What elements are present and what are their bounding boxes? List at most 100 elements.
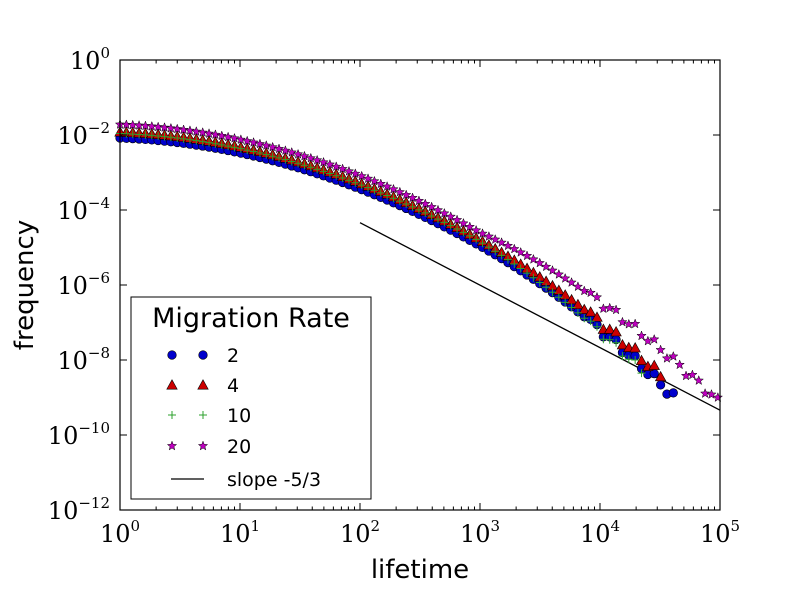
data-point-20 <box>636 330 647 341</box>
legend-label: 4 <box>227 375 239 397</box>
data-point-20 <box>191 126 202 137</box>
data-point-20 <box>407 192 418 203</box>
data-point-10 <box>624 355 633 364</box>
data-point-20 <box>559 272 571 283</box>
x-tick-label: 105 <box>700 517 740 548</box>
data-point-10 <box>567 303 576 312</box>
data-point-20 <box>127 119 138 130</box>
data-point-20 <box>375 178 387 189</box>
data-point-10 <box>147 131 156 140</box>
data-point-2 <box>655 380 666 390</box>
data-point-10 <box>198 137 207 146</box>
data-point-10 <box>357 181 366 190</box>
data-point-20 <box>534 257 546 268</box>
data-point-20 <box>648 333 660 344</box>
legend-marker-2 <box>167 350 177 360</box>
data-point-20 <box>184 125 196 136</box>
data-point-20 <box>159 122 170 133</box>
data-point-20 <box>661 352 673 363</box>
data-point-10 <box>160 132 169 141</box>
data-point-20 <box>140 120 151 131</box>
data-point-20 <box>165 122 177 133</box>
legend-label: 2 <box>227 345 239 367</box>
data-point-10 <box>268 152 277 161</box>
y-tick-label: 100 <box>70 44 110 75</box>
data-point-10 <box>389 194 398 203</box>
data-point-20 <box>477 228 488 239</box>
data-point-20 <box>642 335 654 346</box>
data-point-10 <box>255 149 264 158</box>
data-point-20 <box>203 128 215 139</box>
data-point-20 <box>426 201 437 212</box>
data-point-10 <box>300 161 309 170</box>
legend-entries: 2 4 10 20 slope -5/3 <box>166 345 321 491</box>
plot-marks <box>114 118 724 411</box>
y-tick-label: 10−6 <box>57 269 110 300</box>
data-point-20 <box>388 183 399 194</box>
data-point-20 <box>241 135 253 146</box>
data-point-10 <box>580 314 589 323</box>
data-point-10 <box>542 283 551 292</box>
data-point-10 <box>510 260 519 269</box>
data-point-10 <box>408 202 417 211</box>
data-point-10 <box>421 208 430 217</box>
data-point-20 <box>318 156 329 167</box>
data-point-20 <box>693 375 705 386</box>
data-point-10 <box>402 199 411 208</box>
data-point-10 <box>325 169 334 178</box>
data-point-10 <box>249 147 258 156</box>
data-point-20 <box>470 224 482 235</box>
data-point-20 <box>133 119 145 130</box>
series-10 <box>116 129 646 378</box>
data-point-10 <box>516 264 525 273</box>
data-point-10 <box>217 140 226 149</box>
data-point-20 <box>356 170 367 181</box>
data-point-10 <box>395 197 404 206</box>
data-point-10 <box>446 221 455 230</box>
data-point-20 <box>566 277 577 287</box>
data-point-20 <box>464 221 476 232</box>
data-point-20 <box>286 146 297 157</box>
data-point-10 <box>414 205 423 214</box>
data-point-4 <box>616 338 629 350</box>
y-tick-label: 10−8 <box>57 344 110 375</box>
data-point-20 <box>248 137 259 147</box>
x-tick-labels: 100 101 102 103 104 105 <box>100 517 740 548</box>
data-point-10 <box>370 186 379 195</box>
legend-label: slope -5/3 <box>227 469 321 491</box>
legend: Migration Rate 2 4 10 20 slope -5/3 <box>130 296 372 500</box>
data-point-10 <box>573 308 582 317</box>
data-point-20 <box>267 141 278 152</box>
data-point-20 <box>674 359 685 370</box>
data-point-10 <box>313 165 322 174</box>
legend-title: Migration Rate <box>152 303 350 334</box>
data-point-20 <box>146 120 158 131</box>
data-point-20 <box>496 237 507 248</box>
data-point-20 <box>152 121 164 132</box>
data-point-20 <box>350 168 361 179</box>
data-point-20 <box>254 138 266 149</box>
data-point-20 <box>273 143 285 154</box>
data-point-10 <box>554 293 563 302</box>
data-point-10 <box>179 134 188 143</box>
data-point-10 <box>236 144 245 153</box>
y-tick-labels: 100 10−2 10−4 10−6 10−8 10−10 10−12 <box>48 44 110 525</box>
data-point-4 <box>648 359 660 370</box>
data-point-20 <box>604 302 615 313</box>
data-point-4 <box>629 342 641 353</box>
legend-entry: 20 <box>166 436 251 458</box>
data-point-20 <box>489 234 501 244</box>
data-point-10 <box>243 146 252 155</box>
x-tick-label: 102 <box>340 517 380 548</box>
y-tick-label: 10−4 <box>57 194 110 225</box>
data-point-20 <box>369 175 380 186</box>
data-point-10 <box>529 273 538 282</box>
data-point-20 <box>178 124 189 135</box>
data-point-10 <box>205 138 214 147</box>
data-point-20 <box>445 211 456 222</box>
data-point-20 <box>394 186 406 197</box>
data-point-20 <box>458 217 469 228</box>
data-point-20 <box>706 388 717 399</box>
legend-box <box>130 296 372 500</box>
data-point-20 <box>330 161 342 172</box>
